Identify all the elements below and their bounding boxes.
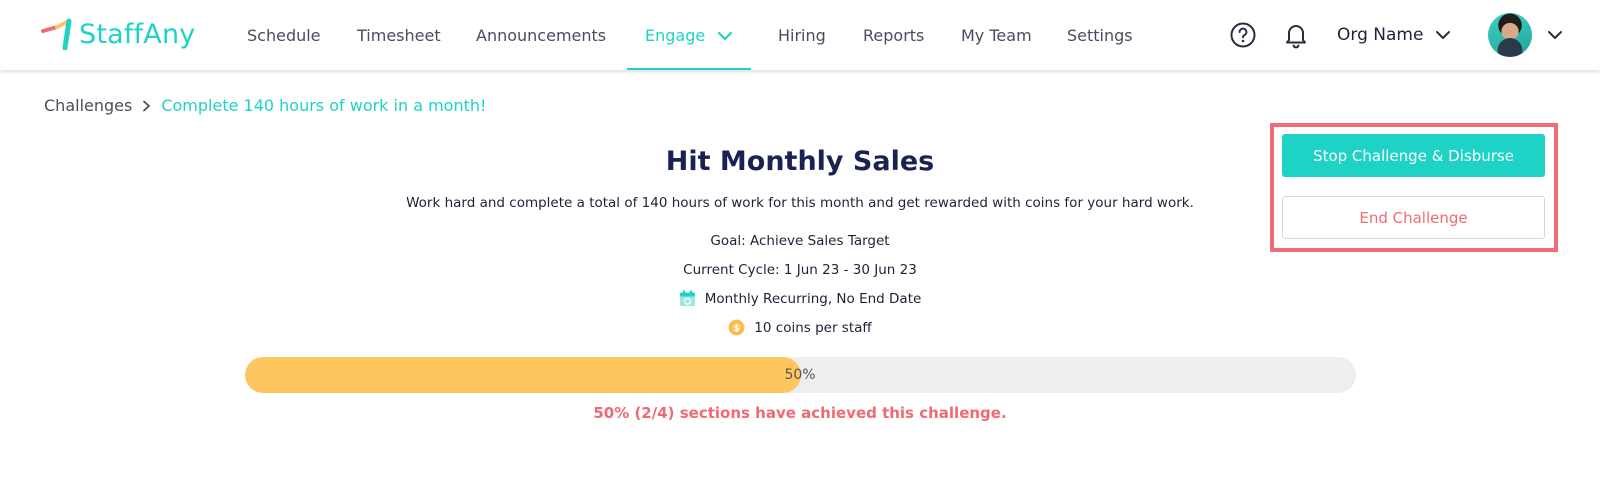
challenge-recurrence: Monthly Recurring, No End Date — [0, 290, 1600, 307]
nav-label: Schedule — [247, 25, 321, 45]
top-navbar: StaffAny Schedule Timesheet Announcement… — [0, 0, 1600, 70]
challenge-reward: $ 10 coins per staff — [0, 319, 1600, 336]
org-switcher[interactable]: Org Name — [1337, 0, 1451, 70]
nav-announcements[interactable]: Announcements — [476, 0, 606, 70]
nav-label: My Team — [961, 25, 1032, 45]
chevron-down-icon — [1435, 25, 1451, 45]
recurrence-text: Monthly Recurring, No End Date — [704, 290, 922, 307]
reward-text: 10 coins per staff — [754, 319, 872, 336]
stop-challenge-disburse-button[interactable]: Stop Challenge & Disburse — [1282, 134, 1545, 177]
nav-label: Engage — [645, 25, 706, 45]
nav-label: Hiring — [778, 25, 826, 45]
account-chevron-down-icon[interactable] — [1541, 21, 1569, 49]
breadcrumb: Challenges Complete 140 hours of work in… — [44, 96, 486, 115]
help-circle-icon[interactable] — [1229, 21, 1257, 49]
nav-hiring[interactable]: Hiring — [778, 0, 826, 70]
actions-highlight-box — [1270, 123, 1558, 252]
challenge-cycle: Current Cycle: 1 Jun 23 - 30 Jun 23 — [0, 262, 1600, 278]
nav-label: Settings — [1067, 25, 1133, 45]
challenge-progress-bar — [245, 357, 1356, 393]
nav-engage[interactable]: Engage — [626, 0, 752, 70]
staffany-logo[interactable]: StaffAny — [41, 16, 195, 52]
nav-settings[interactable]: Settings — [1067, 0, 1133, 70]
progress-fill — [245, 357, 801, 393]
breadcrumb-challenges-link[interactable]: Challenges — [44, 96, 133, 115]
nav-label: Announcements — [476, 25, 607, 45]
staffany-logo-icon — [41, 18, 72, 50]
coin-icon: $ — [728, 319, 745, 336]
chevron-right-icon — [142, 100, 151, 112]
breadcrumb-current: Complete 140 hours of work in a month! — [161, 96, 487, 115]
nav-my-team[interactable]: My Team — [961, 0, 1032, 70]
nav-timesheet[interactable]: Timesheet — [357, 0, 441, 70]
challenge-goal: Goal: Achieve Sales Target — [0, 233, 1600, 249]
nav-label: Timesheet — [357, 25, 441, 45]
goal-text: Goal: Achieve Sales Target — [710, 233, 890, 249]
bell-icon[interactable] — [1282, 21, 1310, 49]
achievement-summary: 50% (2/4) sections have achieved this ch… — [593, 404, 1007, 422]
end-challenge-button[interactable]: End Challenge — [1282, 196, 1545, 239]
nav-reports[interactable]: Reports — [863, 0, 924, 70]
cycle-text: Current Cycle: 1 Jun 23 - 30 Jun 23 — [683, 262, 917, 278]
brand-name: StaffAny — [79, 18, 196, 50]
progress-percent-label: 50% — [784, 367, 816, 383]
challenge-title: Hit Monthly Sales — [665, 146, 935, 177]
user-avatar[interactable] — [1488, 13, 1532, 57]
challenge-description: Work hard and complete a total of 140 ho… — [406, 195, 1194, 211]
calendar-recurring-icon — [679, 290, 696, 307]
chevron-down-icon — [717, 26, 733, 45]
org-name: Org Name — [1337, 25, 1424, 45]
nav-schedule[interactable]: Schedule — [247, 0, 321, 70]
svg-text:$: $ — [734, 324, 740, 334]
nav-label: Reports — [863, 25, 925, 45]
